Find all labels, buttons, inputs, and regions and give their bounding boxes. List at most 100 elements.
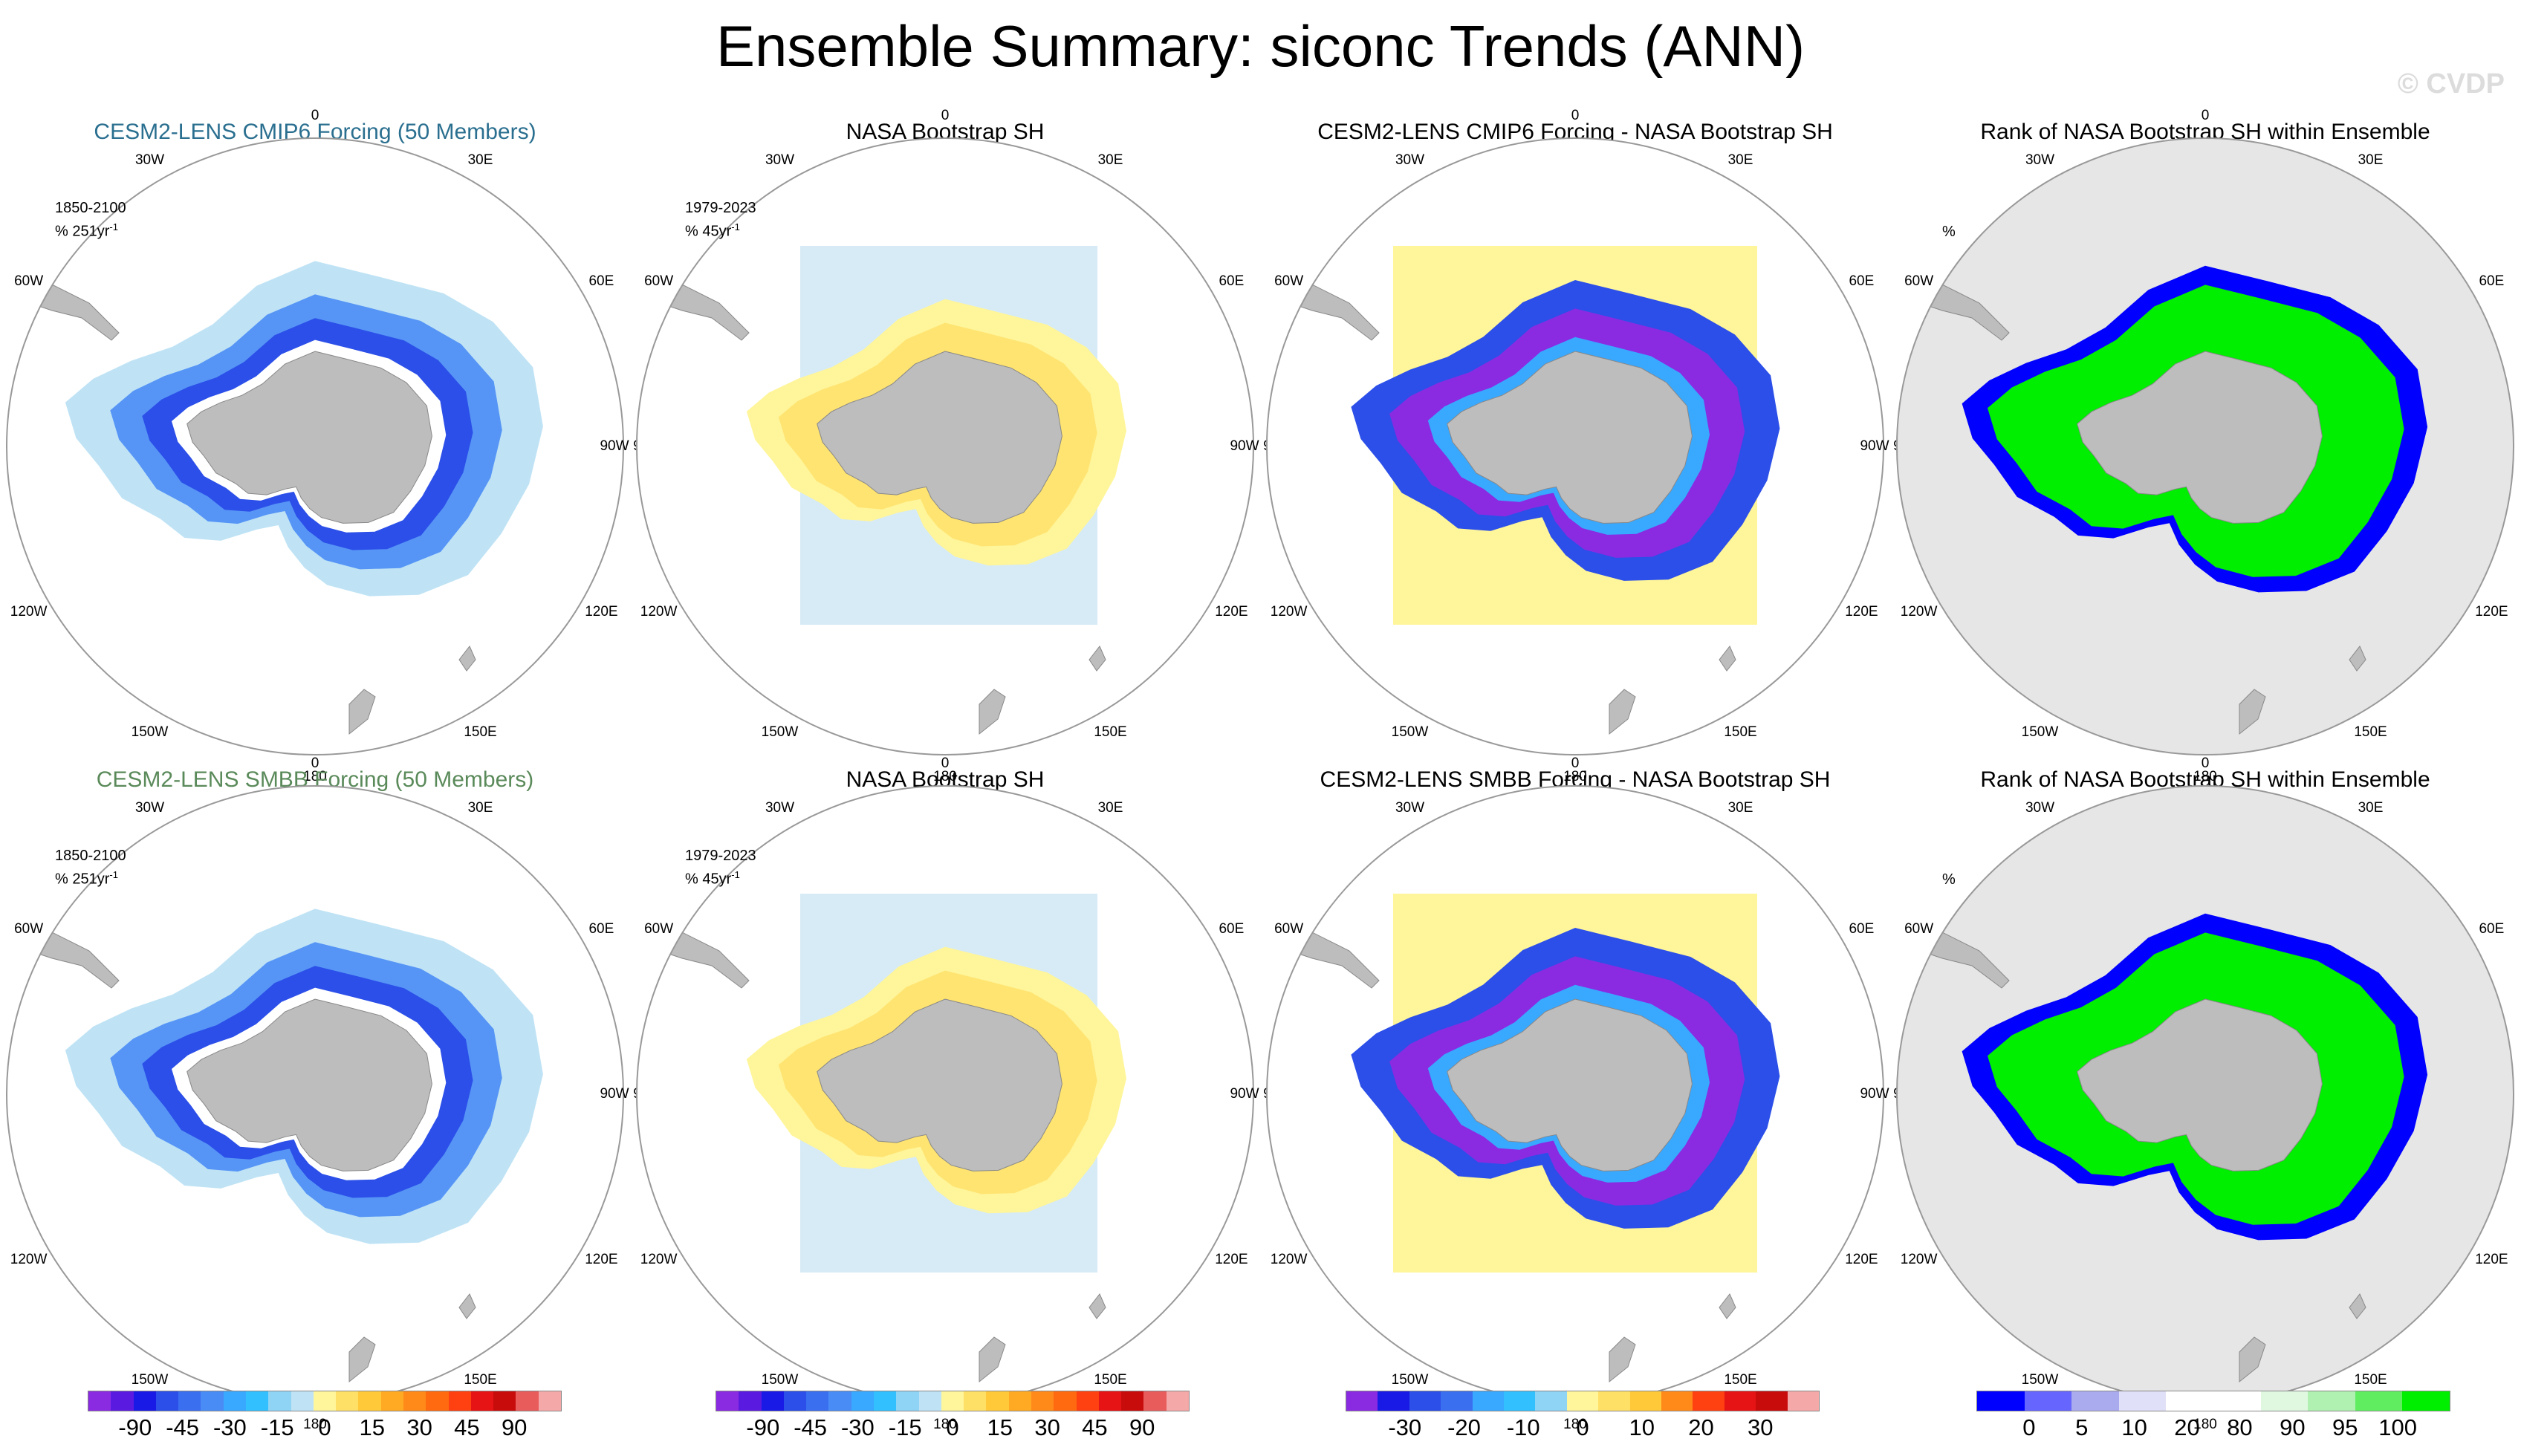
colorbar-swatch bbox=[1121, 1391, 1144, 1411]
longitude-label: 0 bbox=[941, 755, 950, 771]
longitude-label: 150W bbox=[2021, 724, 2059, 741]
longitude-label: 30W bbox=[2025, 152, 2055, 168]
colorbar-tick-label: 80 bbox=[2227, 1414, 2253, 1440]
antarctica-land bbox=[2077, 351, 2323, 524]
longitude-label: 180 bbox=[1563, 1417, 1587, 1432]
new-zealand-land bbox=[979, 1336, 1006, 1383]
longitude-label: 90E bbox=[2506, 1086, 2521, 1102]
colorbar-swatch bbox=[964, 1391, 987, 1411]
period-units-label: % bbox=[1942, 223, 1956, 241]
longitude-label: 120W bbox=[1900, 603, 1938, 620]
colorbar-swatch bbox=[739, 1391, 762, 1411]
colorbar-tick-label: -90 bbox=[746, 1414, 780, 1440]
colorbar-swatch bbox=[1566, 1391, 1599, 1411]
map-boundary bbox=[1266, 137, 1884, 755]
colorbar-tick-label: -20 bbox=[1447, 1414, 1481, 1440]
colorbar-swatch bbox=[2355, 1391, 2403, 1411]
colorbar-swatch bbox=[223, 1391, 246, 1411]
period-label: 1979-2023 bbox=[685, 200, 756, 216]
colorbar-swatch bbox=[1098, 1391, 1122, 1411]
colorbar-tick-label: 15 bbox=[987, 1414, 1013, 1440]
colorbar-swatch bbox=[2308, 1391, 2355, 1411]
colorbar-swatch bbox=[1504, 1391, 1536, 1411]
colorbar-tick-label: 30 bbox=[1034, 1414, 1060, 1440]
longitude-label: 150W bbox=[131, 724, 169, 741]
colorbar-swatch bbox=[313, 1391, 337, 1411]
colorbar-swatch bbox=[2402, 1391, 2450, 1411]
colorbar-tick-label: 45 bbox=[1082, 1414, 1108, 1440]
colorbar-swatch bbox=[1346, 1391, 1378, 1411]
longitude-label: 30E bbox=[1097, 799, 1123, 816]
map-boundary bbox=[6, 137, 624, 755]
colorbar-tick-label: 45 bbox=[454, 1414, 480, 1440]
colorbar-trend-1 bbox=[88, 1391, 562, 1411]
longitude-label: 150E bbox=[2354, 1372, 2387, 1388]
colorbar-swatch bbox=[538, 1391, 561, 1411]
colorbar-swatch bbox=[403, 1391, 426, 1411]
colorbar-swatch bbox=[761, 1391, 784, 1411]
colorbar-swatch bbox=[2260, 1391, 2309, 1411]
map-panel-obs-trend-2: NASA Bootstrap SH030E60E90E120E150E18015… bbox=[600, 755, 1288, 1432]
longitude-label: 60E bbox=[1849, 273, 1875, 289]
colorbar-tick-label: -45 bbox=[794, 1414, 827, 1440]
colorbar-swatch bbox=[2118, 1391, 2167, 1411]
polar-map bbox=[1896, 785, 2514, 1403]
colorbar-tick-label: -15 bbox=[260, 1414, 294, 1440]
page-title: Ensemble Summary: siconc Trends (ANN) bbox=[716, 13, 1805, 79]
colorbar-swatch bbox=[201, 1391, 224, 1411]
colorbar-swatch bbox=[380, 1391, 403, 1411]
longitude-label: 120W bbox=[1270, 603, 1308, 620]
longitude-label: 60W bbox=[1274, 920, 1304, 937]
longitude-label: 180 bbox=[933, 1417, 957, 1432]
longitude-label: 60E bbox=[1219, 920, 1245, 937]
period-units-label: 1979-2023 % 45yr-1 bbox=[685, 199, 756, 241]
antarctica-land bbox=[817, 998, 1062, 1171]
longitude-label: 150E bbox=[2354, 724, 2387, 741]
colorbar-tick-label: 15 bbox=[359, 1414, 386, 1440]
colorbar-swatch bbox=[178, 1391, 201, 1411]
colorbar-tick-label: 0 bbox=[2022, 1414, 2036, 1440]
colorbar-swatch bbox=[1031, 1391, 1054, 1411]
new-zealand-land bbox=[2239, 1336, 2266, 1383]
longitude-label: 120E bbox=[1845, 603, 1878, 620]
new-zealand-land bbox=[1609, 1336, 1636, 1383]
colorbar-tick-label: -10 bbox=[1506, 1414, 1540, 1440]
colorbar-swatch bbox=[716, 1391, 739, 1411]
longitude-label: 30W bbox=[1395, 152, 1425, 168]
longitude-label: 90W bbox=[1860, 1086, 1889, 1102]
antarctica-land bbox=[1447, 351, 1693, 524]
tasmania-land bbox=[1088, 646, 1106, 672]
units-label: % 251yr-1 bbox=[55, 869, 118, 888]
colorbar-tick-label: 100 bbox=[2378, 1414, 2417, 1440]
colorbar-swatch bbox=[291, 1391, 314, 1411]
longitude-label: 150E bbox=[464, 724, 497, 741]
antarctica-land bbox=[1447, 998, 1693, 1171]
colorbar-swatch bbox=[783, 1391, 807, 1411]
polar-map bbox=[1266, 785, 1884, 1403]
longitude-label: 60E bbox=[1219, 273, 1245, 289]
polar-map bbox=[1266, 137, 1884, 755]
longitude-label: 150W bbox=[761, 724, 799, 741]
antarctica-land bbox=[2077, 998, 2323, 1171]
map-field bbox=[637, 786, 1253, 1403]
tasmania-land bbox=[2349, 1293, 2366, 1319]
units-label: % 45yr-1 bbox=[685, 221, 740, 240]
period-label: 1850-2100 bbox=[55, 848, 126, 864]
units-exponent: -1 bbox=[731, 869, 740, 880]
longitude-label: 0 bbox=[2201, 108, 2210, 123]
colorbar-difference bbox=[1346, 1391, 1820, 1411]
longitude-label: 60W bbox=[644, 273, 674, 289]
colorbar-swatch bbox=[1143, 1391, 1167, 1411]
longitude-label: 180 bbox=[303, 1417, 327, 1432]
units-exponent: -1 bbox=[731, 221, 740, 233]
colorbar-swatch bbox=[1661, 1391, 1693, 1411]
longitude-label: 0 bbox=[1571, 755, 1580, 771]
longitude-label: 150E bbox=[1094, 1372, 1127, 1388]
longitude-label: 0 bbox=[311, 108, 319, 123]
colorbar-swatch bbox=[2213, 1391, 2261, 1411]
longitude-label: 120E bbox=[1845, 1251, 1878, 1267]
map-field bbox=[7, 786, 623, 1403]
longitude-label: 30E bbox=[1097, 152, 1123, 168]
colorbar-swatch bbox=[941, 1391, 964, 1411]
new-zealand-land bbox=[1609, 689, 1636, 735]
